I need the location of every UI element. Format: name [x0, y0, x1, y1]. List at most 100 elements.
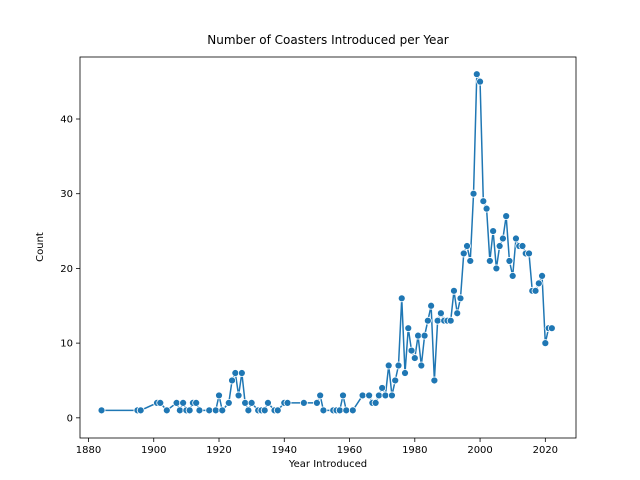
data-point: [417, 361, 426, 370]
data-point: [231, 369, 240, 377]
data-point: [446, 316, 455, 325]
data-point: [299, 398, 308, 407]
data-point: [244, 406, 253, 415]
data-point: [453, 309, 462, 318]
data-point: [313, 398, 321, 407]
data-point: [534, 279, 543, 288]
data-point: [195, 406, 204, 415]
data-point: [172, 398, 181, 407]
data-point: [547, 324, 556, 333]
data-point: [384, 361, 393, 370]
data-point: [228, 376, 236, 385]
data-point: [541, 339, 550, 348]
data-point: [463, 242, 471, 250]
y-axis-label: Count: [35, 232, 46, 262]
data-point: [260, 406, 269, 415]
data-point: [381, 391, 390, 400]
x-axis-label: Year Introduced: [288, 459, 367, 470]
data-point: [241, 398, 250, 407]
plot-frame: [79, 56, 577, 439]
data-point: [247, 398, 256, 407]
x-tick-label: 1880: [76, 445, 101, 456]
data-point: [525, 249, 533, 258]
data-point: [437, 309, 445, 318]
y-tick-label: 30: [60, 189, 73, 200]
data-point: [371, 398, 380, 407]
data-point: [492, 264, 501, 273]
data-point: [502, 212, 511, 221]
data-point: [404, 324, 413, 333]
data-point: [407, 346, 416, 355]
data-point: [423, 316, 432, 325]
data-point: [472, 70, 481, 79]
data-point: [175, 406, 184, 415]
data-point: [162, 406, 171, 415]
data-point: [335, 406, 344, 415]
data-point: [339, 391, 347, 400]
x-tick-label: 1960: [337, 445, 362, 456]
data-point: [531, 286, 540, 295]
data-point: [391, 376, 400, 385]
data-point: [430, 376, 439, 385]
data-point: [505, 257, 514, 265]
data-point: [319, 406, 328, 415]
y-tick-label: 0: [67, 413, 73, 424]
data-point: [358, 391, 367, 400]
data-point: [224, 398, 233, 407]
x-tick-label: 2000: [467, 445, 492, 456]
data-point: [476, 77, 484, 86]
data-line: [101, 73, 552, 413]
data-point: [136, 406, 145, 415]
data-point: [508, 271, 517, 280]
x-tick-label: 2020: [533, 445, 558, 456]
data-point: [185, 406, 194, 415]
data-point: [489, 227, 498, 235]
data-point: [378, 384, 387, 392]
data-point: [388, 391, 396, 400]
data-point: [512, 234, 520, 243]
x-tick-label: 1980: [402, 445, 427, 456]
data-point: [420, 331, 429, 340]
data-point: [342, 406, 351, 415]
y-tick-label: 40: [60, 115, 73, 126]
data-point: [316, 391, 325, 400]
x-tick-label: 1900: [141, 445, 166, 456]
data-point: [433, 316, 442, 325]
data-point: [499, 234, 507, 243]
data-point: [459, 249, 468, 258]
data-point: [283, 398, 292, 407]
data-point: [466, 257, 475, 265]
data-point: [348, 406, 357, 415]
data-point: [427, 301, 436, 310]
data-point: [485, 257, 494, 265]
data-point: [97, 406, 106, 415]
data-point: [365, 391, 374, 400]
data-point: [234, 391, 243, 400]
y-tick-label: 10: [60, 339, 73, 350]
data-point: [179, 398, 188, 407]
data-point: [264, 398, 272, 407]
data-point: [156, 398, 165, 407]
data-point: [394, 361, 403, 370]
data-point: [401, 369, 409, 377]
chart-title: Number of Coasters Introduced per Year: [207, 33, 449, 47]
data-point: [414, 331, 422, 340]
data-point: [469, 189, 478, 198]
data-point: [518, 242, 527, 250]
data-point: [538, 271, 546, 280]
data-point: [205, 406, 214, 415]
data-point: [237, 369, 246, 377]
data-point: [495, 242, 504, 250]
data-point: [450, 286, 458, 295]
data-point: [215, 391, 223, 400]
data-point: [375, 391, 383, 400]
y-tick-label: 20: [60, 264, 73, 275]
data-point: [397, 294, 406, 303]
x-tick-label: 1940: [272, 445, 297, 456]
data-point: [482, 204, 491, 213]
data-point: [218, 406, 227, 415]
data-point: [192, 398, 201, 407]
data-point: [273, 406, 282, 415]
